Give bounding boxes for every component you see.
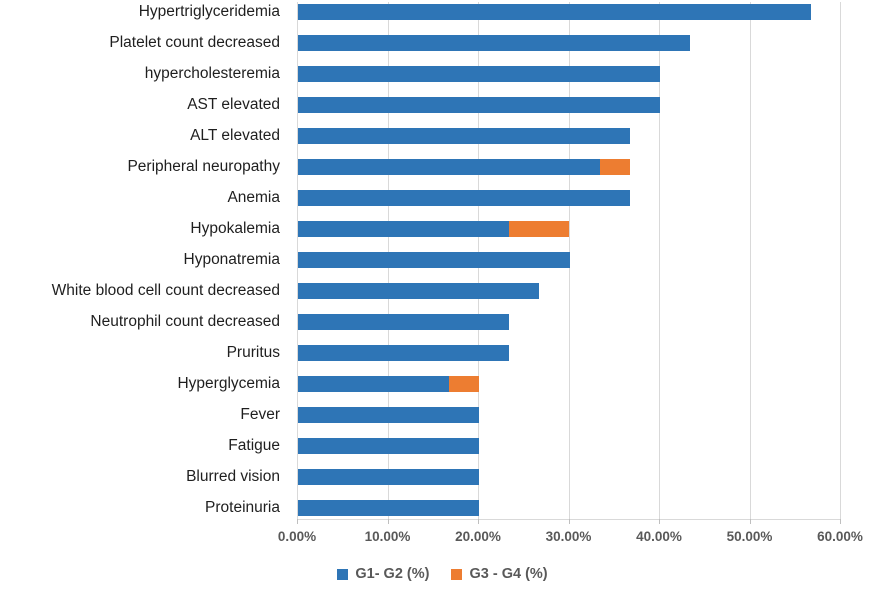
bar-segment-g1-g2	[298, 66, 660, 82]
tick-mark	[478, 519, 479, 524]
bar-segment-g1-g2	[298, 438, 479, 454]
plot-area	[297, 2, 841, 524]
bar-row	[298, 345, 510, 361]
bar-segment-g1-g2	[298, 376, 449, 392]
category-label: Proteinuria	[205, 499, 280, 516]
category-label: Hypertriglyceridemia	[138, 3, 280, 20]
bar-row	[298, 35, 691, 51]
bar-row	[298, 252, 570, 268]
bar-row	[298, 190, 630, 206]
tick-mark	[387, 519, 389, 524]
bar-segment-g1-g2	[298, 407, 479, 423]
category-label: Anemia	[227, 189, 280, 206]
bar-segment-g3-g4	[448, 376, 479, 392]
bar-row	[298, 500, 479, 516]
bar-segment-g1-g2	[298, 35, 691, 51]
legend-item: G3 - G4 (%)	[451, 566, 548, 582]
bar-row	[298, 283, 540, 299]
x-tick-label: 0.00%	[277, 529, 317, 544]
category-label: White blood cell count decreased	[51, 282, 280, 299]
category-label: hypercholesteremia	[144, 65, 280, 82]
bar-row	[298, 159, 630, 175]
bar-segment-g1-g2	[298, 97, 660, 113]
category-label: Hypokalemia	[190, 220, 280, 237]
bar-row	[298, 97, 660, 113]
bar-row	[298, 469, 479, 485]
category-label: Peripheral neuropathy	[127, 158, 280, 175]
bar-row	[298, 221, 570, 237]
bar-row	[298, 438, 479, 454]
bar-row	[298, 376, 479, 392]
x-tick-label: 50.00%	[726, 529, 773, 544]
bar-row	[298, 128, 630, 144]
x-tick-label: 20.00%	[455, 529, 501, 544]
category-label: Platelet count decreased	[109, 34, 280, 51]
bar-segment-g1-g2	[298, 314, 510, 330]
x-tick-label: 60.00%	[817, 529, 863, 544]
category-label: Pruritus	[226, 344, 280, 361]
tick-mark	[659, 519, 660, 524]
bar-segment-g1-g2	[298, 4, 811, 20]
bar-segment-g1-g2	[298, 345, 510, 361]
bar-segment-g1-g2	[298, 128, 630, 144]
category-axis: Hypertriglyceridemia Platelet count decre…	[0, 2, 289, 520]
gridline	[659, 2, 660, 519]
category-label: Blurred vision	[186, 468, 280, 485]
bar-segment-g1-g2	[298, 500, 479, 516]
category-label: AST elevated	[187, 96, 280, 113]
bar-segment-g1-g2	[298, 283, 540, 299]
legend-label: G1- G2 (%)	[355, 566, 430, 582]
legend: G1- G2 (%) G3 - G4 (%)	[0, 562, 885, 586]
tick-mark	[297, 519, 298, 524]
category-label: Neutrophil count decreased	[90, 313, 280, 330]
tick-mark	[568, 519, 570, 524]
category-label: Fatigue	[228, 437, 280, 454]
bar-segment-g3-g4	[599, 159, 630, 175]
legend-swatch	[451, 568, 463, 580]
legend-label: G3 - G4 (%)	[469, 566, 548, 582]
bar-row	[298, 66, 660, 82]
x-tick-label: 10.00%	[364, 529, 411, 544]
bar-segment-g1-g2	[298, 252, 570, 268]
category-label: ALT elevated	[190, 127, 280, 144]
legend-swatch	[337, 568, 349, 580]
x-tick-label: 40.00%	[636, 529, 682, 544]
tick-mark	[749, 519, 751, 524]
x-tick-label: 30.00%	[545, 529, 592, 544]
bar-row	[298, 314, 510, 330]
bar-row	[298, 4, 811, 20]
tick-mark	[840, 519, 841, 524]
category-label: Fever	[240, 406, 280, 423]
category-label: Hyperglycemia	[177, 375, 280, 392]
bar-segment-g1-g2	[298, 190, 630, 206]
gridline	[840, 2, 841, 519]
bar-segment-g3-g4	[509, 221, 570, 237]
bar-segment-g1-g2	[298, 469, 479, 485]
value-axis: 0.00% 10.00% 20.00% 30.00% 40.00% 50.00% 60.00…	[0, 529, 885, 549]
gridline	[749, 2, 751, 519]
legend-item: G1- G2 (%)	[337, 566, 429, 582]
bar-segment-g1-g2	[298, 221, 510, 237]
category-label: Hyponatremia	[183, 251, 281, 268]
bar-segment-g1-g2	[298, 159, 600, 175]
bar-row	[298, 407, 479, 423]
